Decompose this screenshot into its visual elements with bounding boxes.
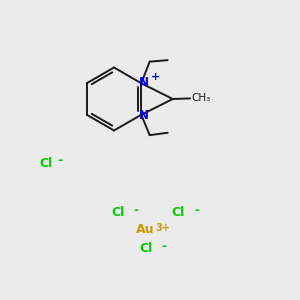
Text: -: -	[133, 204, 138, 217]
Text: CH₃: CH₃	[191, 93, 210, 103]
Text: -: -	[194, 204, 199, 217]
Text: Cl: Cl	[139, 242, 152, 256]
Text: N: N	[139, 76, 149, 89]
Text: -: -	[161, 240, 166, 254]
Text: 3+: 3+	[155, 223, 170, 233]
Text: Au: Au	[136, 223, 155, 236]
Text: Cl: Cl	[172, 206, 185, 219]
Text: N: N	[139, 109, 149, 122]
Text: -: -	[58, 154, 63, 167]
Text: Cl: Cl	[39, 157, 52, 170]
Text: Cl: Cl	[112, 206, 125, 219]
Text: +: +	[151, 72, 160, 82]
